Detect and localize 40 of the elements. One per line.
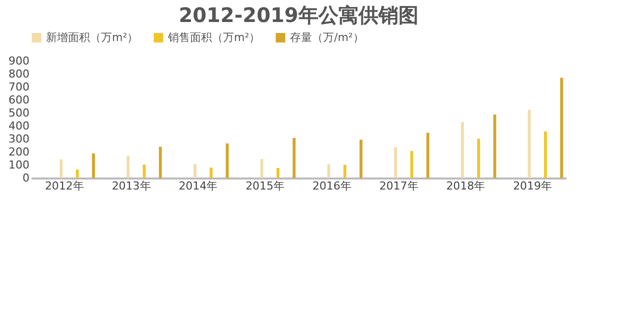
y-tick-label: 200 <box>8 146 30 158</box>
y-tick-label: 900 <box>8 54 30 68</box>
chart-title: 2012-2019年公寓供销图 <box>178 3 418 27</box>
bar <box>126 156 130 178</box>
x-tick-label: 2017年 <box>379 180 418 192</box>
bar <box>477 138 480 178</box>
x-tick-label: 2015年 <box>246 180 285 192</box>
legend-label: 新增面积（万m²） <box>46 30 138 44</box>
y-tick-label: 400 <box>8 120 30 132</box>
bar <box>194 164 196 178</box>
y-tick-label: 600 <box>8 94 30 106</box>
y-tick-label: 800 <box>8 68 30 80</box>
bar <box>260 159 264 178</box>
x-tick-label: 2019年 <box>513 180 552 192</box>
legend-label: 存量（万/m²） <box>290 30 364 44</box>
bar <box>76 169 79 178</box>
bar <box>92 153 95 178</box>
bar <box>461 122 464 178</box>
y-tick-label: 700 <box>8 80 30 94</box>
x-tick-label: 2012年 <box>44 180 84 192</box>
bar <box>544 131 547 178</box>
x-tick-label: 2016年 <box>312 180 352 192</box>
legend-label: 销售面积（万m²） <box>167 30 260 44</box>
y-tick-label: 0 <box>22 172 30 184</box>
bar <box>210 168 213 178</box>
bar <box>394 147 398 178</box>
bar <box>426 132 430 178</box>
x-tick-label: 2014年 <box>178 180 218 192</box>
x-tick-label: 2018年 <box>446 180 486 192</box>
bar <box>343 164 346 178</box>
bar <box>360 140 362 178</box>
x-tick-label: 2013年 <box>112 180 151 192</box>
y-tick-label: 500 <box>8 106 30 120</box>
bar <box>560 78 564 178</box>
bar <box>276 168 280 178</box>
y-tick-label: 300 <box>8 132 30 146</box>
y-tick-label: 100 <box>8 158 30 172</box>
bar <box>528 110 531 178</box>
bar <box>158 146 162 178</box>
bar <box>292 138 296 178</box>
